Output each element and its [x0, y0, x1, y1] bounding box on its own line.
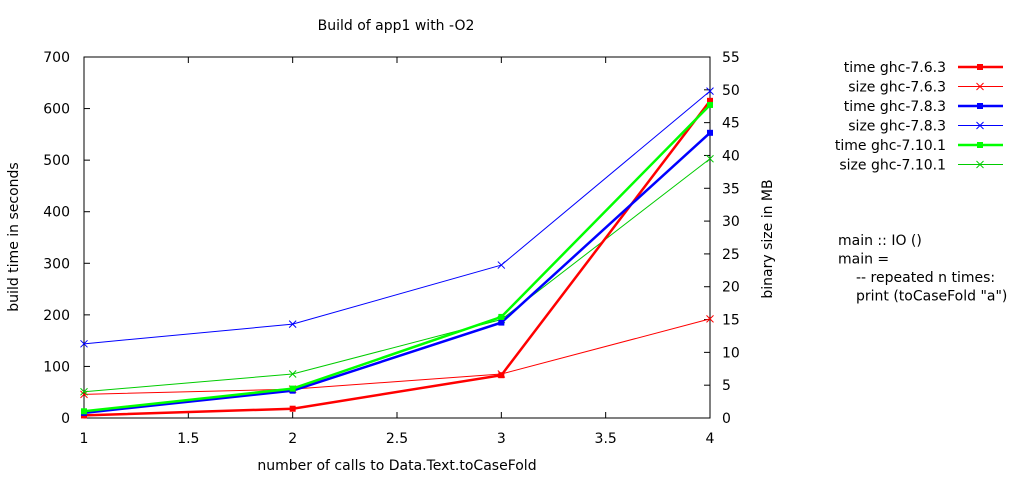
y2-tick-label: 50 — [722, 83, 740, 99]
annotation-line: print (toCaseFold "a") — [856, 289, 1007, 305]
x-tick-label: 3 — [497, 431, 506, 447]
data-point — [80, 387, 88, 396]
y2-tick-label: 5 — [722, 378, 731, 394]
data-point — [81, 408, 87, 415]
y-axis-label: build time in seconds — [6, 162, 22, 311]
annotation-line: main :: IO () — [838, 233, 922, 249]
legend-label: size ghc-7.8.3 — [848, 119, 946, 135]
y2-tick-label: 45 — [722, 116, 740, 132]
data-point — [707, 129, 713, 136]
y-tick-label: 300 — [43, 256, 70, 272]
y-tick-label: 500 — [43, 153, 70, 169]
y-tick-label: 100 — [43, 359, 70, 375]
annotation-line: main = — [838, 252, 889, 268]
series-layer — [80, 87, 714, 419]
x-axis-label: number of calls to Data.Text.toCaseFold — [257, 458, 536, 474]
y-tick-label: 400 — [43, 205, 70, 221]
y2-tick-label: 30 — [722, 214, 740, 230]
y2-axis-label: binary size in MB — [760, 179, 776, 298]
legend-label: time ghc-7.6.3 — [844, 60, 946, 76]
code-annotation: main :: IO ()main =-- repeated n times:p… — [838, 233, 1007, 305]
y-tick-label: 0 — [61, 411, 70, 427]
x-tick-label: 4 — [706, 431, 715, 447]
legend-label: time ghc-7.10.1 — [835, 138, 946, 154]
data-point — [498, 372, 505, 379]
series-line — [83, 90, 711, 345]
x-tick-label: 1 — [80, 431, 89, 447]
x-tick-label: 1.5 — [177, 431, 199, 447]
y2-tick-label: 0 — [722, 411, 731, 427]
series-time-ghc-7-8-3 — [81, 129, 713, 416]
annotation-line: -- repeated n times: — [856, 270, 995, 286]
x-tick-label: 2.5 — [386, 431, 408, 447]
chart-title: Build of app1 with -O2 — [318, 18, 475, 34]
data-point — [289, 405, 296, 412]
series-size-ghc-7-8-3 — [80, 87, 714, 348]
data-point — [498, 319, 505, 326]
data-point — [288, 370, 297, 378]
data-point — [498, 313, 505, 320]
legend-marker — [976, 121, 984, 130]
legend-label: size ghc-7.6.3 — [848, 80, 946, 96]
series-time-ghc-7-10-1 — [81, 101, 713, 415]
series-line — [83, 318, 711, 395]
series-size-ghc-7-10-1 — [80, 154, 714, 396]
series-line — [83, 100, 711, 417]
x-tick-label: 3.5 — [595, 431, 617, 447]
legend-marker — [977, 142, 983, 148]
series-line — [83, 131, 711, 415]
data-point — [288, 320, 297, 328]
y2-tick-label: 15 — [722, 313, 740, 329]
data-point — [497, 261, 506, 269]
y-tick-label: 600 — [43, 102, 70, 118]
data-point — [707, 101, 713, 108]
y2-tick-label: 35 — [722, 181, 740, 197]
legend-label: size ghc-7.10.1 — [839, 158, 946, 174]
data-point — [289, 385, 296, 392]
y2-tick-label: 10 — [722, 345, 740, 361]
y2-tick-label: 20 — [722, 280, 740, 296]
x-tick-label: 2 — [288, 431, 297, 447]
y2-tick-label: 40 — [722, 148, 740, 164]
legend-label: time ghc-7.8.3 — [844, 99, 946, 115]
series-time-ghc-7-6-3 — [81, 97, 713, 419]
data-point — [80, 339, 88, 348]
y2-tick-label: 55 — [722, 50, 740, 66]
legend-marker — [976, 82, 984, 91]
series-line — [83, 104, 711, 413]
legend-marker — [976, 160, 984, 169]
data-point — [707, 97, 713, 104]
data-point — [706, 87, 714, 95]
axis-ticks: 1 1.5 2 2.5 3 3.5 4010020030040050060070005101… — [43, 50, 740, 447]
legend-marker — [977, 64, 983, 70]
y-tick-label: 700 — [43, 50, 70, 66]
data-point — [706, 154, 714, 163]
plot-frame — [83, 56, 711, 419]
data-point — [706, 315, 714, 323]
y-tick-label: 200 — [43, 308, 70, 324]
y2-tick-label: 25 — [722, 247, 740, 263]
legend-marker — [977, 103, 983, 109]
legend: time ghc-7.6.3 size ghc-7.6.3 time ghc-7.8… — [835, 60, 1003, 174]
